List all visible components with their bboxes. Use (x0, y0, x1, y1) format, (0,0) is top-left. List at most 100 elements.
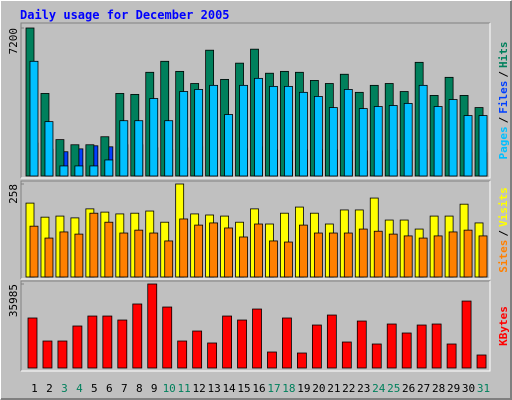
bar (461, 300, 472, 369)
bar (418, 237, 428, 278)
bar (313, 232, 323, 278)
legend: Pages / Files / Hits (497, 42, 510, 160)
panel-edge-dark (20, 280, 490, 371)
panel-edge-light (21, 23, 491, 179)
x-tick-label: 30 (462, 382, 475, 395)
x-tick-label: 1 (31, 382, 38, 395)
legend-entry: Visits (497, 187, 510, 227)
bar (42, 340, 53, 369)
x-tick-label: 25 (387, 382, 400, 395)
x-tick-label: 19 (297, 382, 310, 395)
bar (418, 84, 428, 177)
bar (194, 89, 204, 177)
bar (269, 240, 278, 278)
bar (59, 165, 69, 177)
bar (284, 241, 293, 278)
bar (222, 315, 232, 369)
bar (147, 283, 158, 369)
x-tick-label: 26 (402, 382, 415, 395)
x-tick-label: 9 (151, 382, 158, 395)
x-tick-label: 21 (327, 382, 340, 395)
bar (299, 224, 308, 278)
bar (478, 115, 488, 177)
bar (89, 212, 99, 278)
bar (162, 306, 173, 369)
bar (74, 165, 84, 177)
bar (104, 159, 114, 177)
bar (282, 317, 292, 369)
panel-edge-light (21, 181, 491, 280)
bar (117, 319, 128, 369)
x-tick-label: 18 (282, 382, 295, 395)
chart-title: Daily usage for December 2005 (20, 8, 230, 22)
panel-edge-dark (20, 180, 490, 279)
bar (134, 229, 144, 278)
panel-edge-dark (20, 22, 490, 178)
legend-entry: Files (497, 81, 510, 114)
x-tick-label: 22 (342, 382, 355, 395)
x-tick-label: 29 (447, 382, 460, 395)
bar (207, 342, 218, 369)
bar (254, 77, 263, 177)
bar (239, 84, 248, 177)
bar (102, 315, 113, 369)
bar (373, 230, 383, 278)
x-tick-label: 7 (121, 382, 128, 395)
bar (328, 232, 338, 278)
bar (328, 107, 338, 177)
x-tick-label: 13 (207, 382, 220, 395)
bar (311, 324, 322, 369)
x-tick-label: 27 (417, 382, 430, 395)
bar (252, 308, 262, 369)
bar (297, 352, 307, 369)
bar (29, 60, 39, 177)
bar (463, 115, 473, 177)
bar (416, 324, 427, 369)
bar (356, 320, 367, 369)
bar (358, 228, 368, 278)
bar (403, 235, 413, 278)
bar (373, 106, 383, 177)
bar (254, 223, 263, 278)
bar (343, 89, 353, 177)
bar (403, 103, 413, 177)
bar (476, 354, 487, 369)
bar (401, 332, 412, 369)
x-tick-label: 12 (193, 382, 206, 395)
bar (44, 237, 54, 278)
legend: KBytes (497, 306, 510, 346)
bar (388, 233, 398, 278)
bar (119, 232, 129, 278)
bar (224, 114, 233, 177)
legend-separator: / (497, 71, 510, 78)
bar (463, 229, 473, 278)
bar (224, 227, 233, 278)
legend-separator: / (497, 116, 510, 123)
legend-separator: / (497, 230, 510, 237)
x-tick-label: 6 (106, 382, 113, 395)
bar (388, 105, 398, 177)
bar (134, 120, 144, 177)
bar (448, 99, 458, 177)
bar (284, 85, 293, 177)
bar (386, 323, 397, 369)
bar (27, 317, 38, 369)
bar (29, 225, 39, 278)
x-tick-label: 11 (178, 382, 191, 395)
legend: Sites / Visits (497, 187, 510, 273)
bar (433, 106, 443, 177)
bar (179, 91, 189, 177)
bar (343, 232, 353, 278)
x-tick-label: 24 (372, 382, 386, 395)
bar (104, 221, 114, 278)
bar (132, 303, 143, 369)
bar (239, 236, 248, 278)
y-tick-label: 258 (7, 184, 20, 204)
x-tick-label: 28 (432, 382, 445, 395)
bar (149, 98, 159, 177)
bar (87, 315, 98, 369)
bar (431, 323, 442, 369)
x-tick-label: 20 (312, 382, 325, 395)
